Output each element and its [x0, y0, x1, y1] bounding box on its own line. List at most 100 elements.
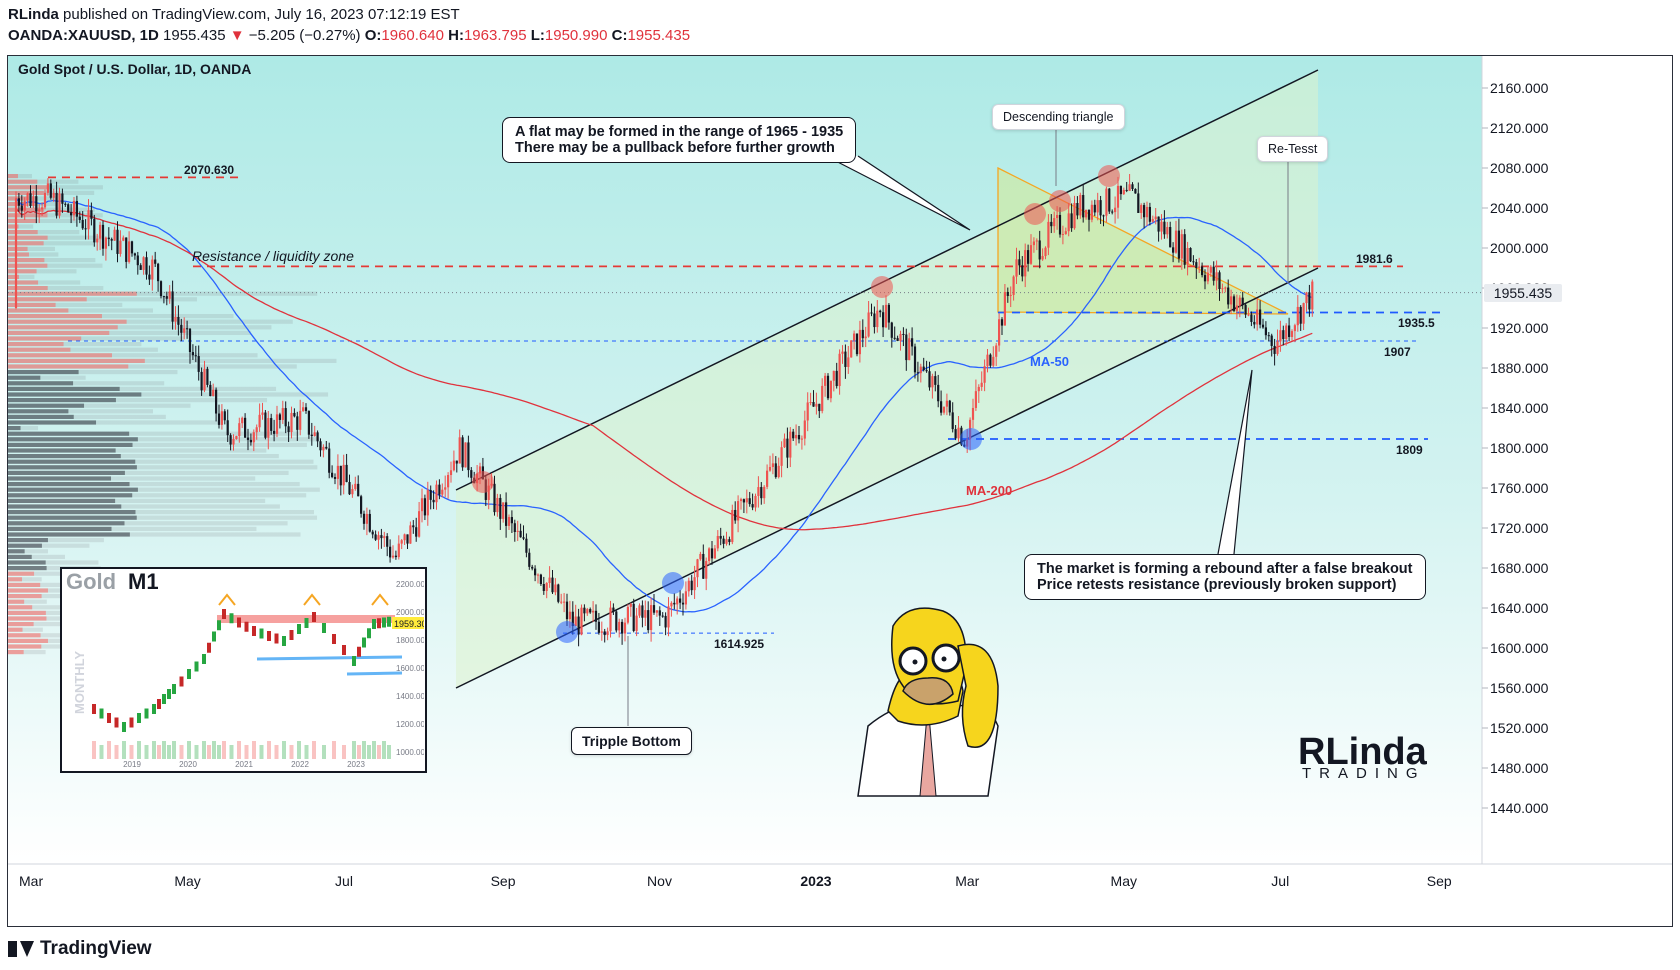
candle-body	[589, 609, 592, 613]
candle-body	[148, 274, 151, 280]
inset-candle	[297, 624, 301, 634]
candle-body	[942, 406, 946, 413]
volume-profile-bar	[8, 582, 41, 587]
candle-body	[507, 517, 511, 526]
level-1907-label: 1907	[1384, 345, 1411, 359]
inset-candle	[367, 628, 371, 639]
inset-volume-bar	[222, 741, 226, 759]
candle-body	[780, 447, 783, 466]
candle-body	[229, 435, 232, 445]
chart-frame[interactable]: Gold Spot / U.S. Dollar, 1D, OANDA 2070.…	[7, 55, 1673, 927]
descending-triangle-tag[interactable]: Descending triangle	[992, 104, 1125, 130]
inset-candle	[222, 609, 226, 619]
candle-body	[664, 615, 667, 628]
volume-profile-bar-bg	[37, 230, 80, 235]
volume-profile-bar	[8, 252, 29, 257]
candle-body	[52, 192, 55, 198]
candle-body	[78, 216, 81, 220]
callout-bottom[interactable]: The market is forming a rebound after a …	[1024, 554, 1426, 600]
tradingview-logo[interactable]: TradingView	[8, 937, 152, 961]
candle-body	[435, 484, 438, 503]
inset-candle	[217, 620, 221, 631]
candle-body	[754, 495, 757, 508]
candle-body	[684, 591, 687, 605]
level-2070-label: 2070.630	[184, 163, 234, 177]
author-name[interactable]: RLinda	[8, 6, 59, 23]
candle-body	[568, 611, 571, 620]
inset-candle	[194, 661, 199, 672]
candle-body	[855, 333, 859, 355]
candle-body	[1224, 287, 1227, 289]
candle-body	[977, 386, 980, 392]
candle-body	[284, 408, 287, 427]
candle-body	[661, 615, 664, 617]
inset-volume-bar	[212, 741, 216, 759]
candle-body	[84, 228, 87, 230]
inset-volume-bar	[144, 745, 149, 759]
candle-body	[757, 487, 760, 496]
volume-profile-bar-bg	[45, 560, 99, 565]
candle-body	[1027, 250, 1030, 264]
volume-profile-bar-bg	[47, 286, 104, 291]
volume-profile-bar	[8, 627, 23, 632]
candle-body	[365, 513, 368, 524]
candle-body	[136, 255, 139, 266]
candle-body	[638, 605, 641, 616]
inset-chart: Gold M1 MONTHLY 2200.00 2000.00 1800.00 160…	[66, 569, 424, 769]
candle-body	[452, 460, 455, 471]
y-tick-label: 1560.000	[1490, 680, 1549, 696]
candle-body	[768, 466, 772, 471]
volume-profile-bar-bg	[44, 207, 95, 212]
candle-body	[647, 610, 650, 631]
candle-body	[464, 442, 467, 468]
volume-profile-bar	[8, 409, 69, 414]
inset-title-gold: Gold	[66, 569, 116, 594]
candle-body	[1073, 203, 1076, 229]
volume-profile-bar	[8, 510, 136, 515]
candle-body	[951, 412, 954, 430]
candle-body	[1192, 261, 1195, 263]
triple-bottom-tag[interactable]: Tripple Bottom	[571, 727, 692, 755]
volume-profile-bar-bg	[33, 622, 70, 627]
volume-profile-bar-bg	[23, 650, 46, 655]
symbol-label[interactable]: OANDA:XAUUSD, 1D	[8, 27, 159, 44]
price-chart[interactable]: Gold Spot / U.S. Dollar, 1D, OANDA 2070.…	[8, 56, 1673, 927]
inset-candle	[212, 631, 216, 642]
inset-x-tick: 2019	[123, 760, 141, 769]
volume-profile-bar	[8, 594, 42, 599]
y-tick-label: 2040.000	[1490, 200, 1549, 216]
candle-body	[493, 483, 496, 513]
candle-body	[58, 193, 61, 216]
candle-body	[1177, 230, 1180, 259]
volume-profile-bar	[8, 381, 74, 386]
volume-profile-bar	[8, 185, 48, 190]
y-tick-label: 1800.000	[1490, 440, 1549, 456]
candle-body	[1102, 215, 1105, 217]
candle-body	[386, 536, 389, 547]
candle-body	[307, 410, 310, 435]
candle-body	[931, 376, 934, 388]
candle-body	[745, 498, 748, 503]
callout-top[interactable]: A flat may be formed in the range of 196…	[502, 117, 857, 163]
retest-tag[interactable]: Re-Tesst	[1257, 136, 1329, 162]
monthly-inset[interactable]: Gold M1 MONTHLY 2200.00 2000.00 1800.00 160…	[60, 567, 427, 773]
volume-profile-bar	[8, 605, 33, 610]
candle-body	[360, 496, 363, 514]
candle-body	[1114, 207, 1117, 213]
candle-body	[783, 438, 786, 448]
candle-body	[1090, 204, 1093, 220]
volume-profile-bar-bg	[32, 605, 67, 610]
inset-candle	[162, 694, 166, 704]
candle-body	[838, 353, 841, 387]
inset-candle	[282, 636, 286, 646]
candle-body	[1032, 241, 1035, 246]
volume-profile-bar	[8, 263, 48, 268]
candle-body	[244, 417, 247, 438]
inset-volume-bar	[289, 745, 294, 759]
candle-body	[1082, 195, 1085, 218]
pivot-low-marker	[960, 428, 982, 450]
candle-body	[1232, 296, 1236, 311]
volume-profile-bar	[8, 498, 116, 503]
candle-body	[1259, 309, 1262, 325]
callout-top-line2: There may be a pullback before further g…	[515, 140, 835, 156]
